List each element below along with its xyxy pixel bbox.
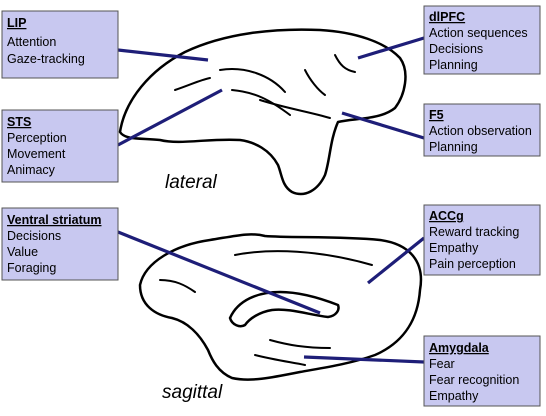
lip-item: Gaze-tracking (7, 52, 85, 66)
amygdala-item: Fear recognition (429, 373, 519, 387)
sagittal-view-label: sagittal (162, 382, 223, 403)
lateral-view-label: lateral (165, 172, 218, 193)
dlpfc-box: dlPFC Action sequences Decisions Plannin… (423, 5, 541, 75)
lateral-sulcus-4 (259, 99, 331, 119)
accg-item: Empathy (429, 241, 479, 255)
ventral-striatum-box: Ventral striatum Decisions Value Foragin… (1, 207, 119, 281)
dlpfc-item: Planning (429, 58, 478, 72)
amygdala-item: Empathy (429, 389, 479, 403)
sts-title: STS (7, 115, 31, 129)
accg-item: Pain perception (429, 257, 516, 271)
sagittal-brain-outline (138, 233, 423, 381)
ventral-striatum-item: Foraging (7, 261, 56, 275)
lip-title: LIP (7, 16, 26, 30)
dlpfc-connector (357, 36, 425, 60)
lateral-brain (118, 28, 407, 196)
sts-connector (117, 88, 223, 147)
dlpfc-item: Decisions (429, 42, 483, 56)
sagittal-sulcus-4 (254, 354, 306, 366)
accg-connector (366, 236, 426, 285)
accg-title: ACCg (429, 209, 464, 223)
sts-item: Movement (7, 147, 66, 161)
lip-item: Attention (7, 35, 56, 49)
sagittal-sulcus-3 (269, 339, 331, 349)
amygdala-title: Amygdala (429, 341, 490, 355)
lateral-sulcus-3 (334, 54, 356, 73)
f5-item: Action observation (429, 124, 532, 138)
accg-box: ACCg Reward tracking Empathy Pain percep… (423, 204, 541, 276)
amygdala-item: Fear (429, 357, 455, 371)
amygdala-connector (303, 355, 425, 364)
ventral-striatum-connector (117, 230, 321, 315)
lateral-sulcus-2 (231, 89, 291, 116)
dlpfc-title: dlPFC (429, 10, 465, 24)
lateral-brain-outline (118, 28, 407, 196)
accg-item: Reward tracking (429, 225, 519, 239)
sagittal-sulcus-1 (234, 250, 373, 266)
f5-box: F5 Action observation Planning (423, 103, 541, 157)
sts-item: Animacy (7, 163, 56, 177)
dlpfc-item: Action sequences (429, 26, 528, 40)
lip-connector (117, 48, 209, 62)
ventral-striatum-item: Decisions (7, 229, 61, 243)
amygdala-box: Amygdala Fear Fear recognition Empathy (423, 335, 541, 407)
lateral-sulcus-1 (219, 68, 286, 93)
sagittal-sulcus-2 (159, 279, 196, 293)
lip-box: LIP Attention Gaze-tracking (1, 10, 119, 79)
lateral-sulcus-6 (174, 77, 211, 91)
f5-title: F5 (429, 108, 444, 122)
ventral-striatum-title: Ventral striatum (7, 213, 101, 227)
sagittal-brain (138, 233, 423, 381)
lateral-sulcus-5 (304, 69, 326, 96)
sts-box: STS Perception Movement Animacy (1, 109, 119, 183)
ventral-striatum-item: Value (7, 245, 38, 259)
f5-connector (341, 111, 425, 140)
corpus-callosum (228, 290, 340, 328)
f5-item: Planning (429, 140, 478, 154)
sts-item: Perception (7, 131, 67, 145)
